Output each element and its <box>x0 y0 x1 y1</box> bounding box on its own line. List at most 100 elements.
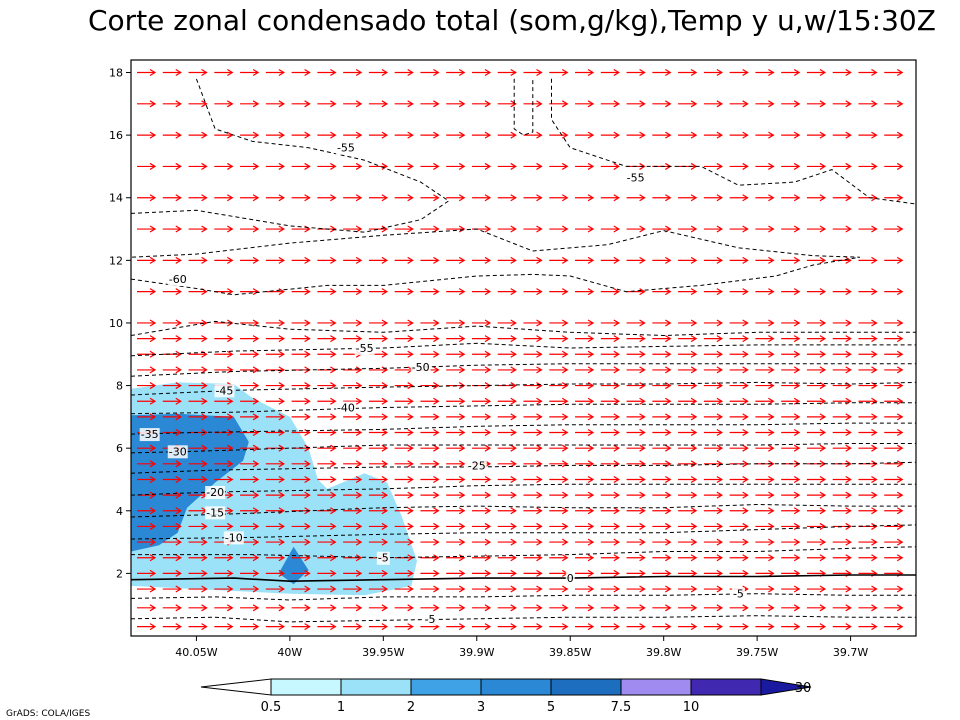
wind-vector <box>446 585 466 593</box>
wind-vector <box>806 444 827 452</box>
wind-vector <box>884 397 904 405</box>
wind-vector <box>343 288 363 296</box>
contour-line--15 <box>131 503 916 518</box>
wind-vector <box>806 491 827 499</box>
contour-line-0 <box>131 574 916 583</box>
wind-vector <box>626 335 646 343</box>
wind-vector <box>523 319 543 327</box>
wind-vector <box>317 585 337 593</box>
wind-vector <box>806 429 827 437</box>
wind-vector <box>549 569 569 577</box>
wind-vector <box>678 491 698 499</box>
wind-vector <box>884 522 904 530</box>
wind-vector <box>446 554 466 562</box>
wind-vector <box>678 413 698 421</box>
wind-vector <box>652 538 672 546</box>
wind-vector <box>188 194 208 202</box>
wind-vector <box>729 382 749 390</box>
wind-vector <box>549 585 569 593</box>
wind-vector <box>832 162 852 170</box>
wind-vector <box>497 319 517 327</box>
wind-vector <box>291 162 311 170</box>
wind-vector <box>729 335 749 343</box>
wind-vector <box>678 366 698 374</box>
wind-vector <box>523 162 543 170</box>
wind-vector <box>240 429 260 437</box>
wind-vector <box>240 382 260 390</box>
wind-vector <box>755 623 775 631</box>
wind-vector <box>575 507 595 515</box>
wind-vector <box>729 319 749 327</box>
wind-vector <box>806 194 827 202</box>
wind-vector <box>549 335 569 343</box>
wind-vector <box>858 256 878 264</box>
wind-vector <box>626 100 646 108</box>
wind-vector <box>188 604 208 612</box>
wind-vector <box>652 623 672 631</box>
y-tick-label: 4 <box>116 505 123 518</box>
wind-vector <box>497 507 517 515</box>
colorbar-swatch <box>550 678 622 696</box>
wind-vector <box>265 131 285 139</box>
wind-vector <box>317 554 337 562</box>
wind-vector <box>420 288 440 296</box>
wind-vector <box>343 162 363 170</box>
wind-vector <box>858 554 878 562</box>
wind-vector <box>523 413 543 421</box>
wind-vector <box>652 507 672 515</box>
wind-vector <box>806 475 827 483</box>
wind-vector <box>678 604 698 612</box>
wind-vector <box>549 623 569 631</box>
wind-vector <box>162 288 182 296</box>
wind-vector <box>523 538 543 546</box>
wind-vector <box>394 507 414 515</box>
wind-vector <box>600 604 620 612</box>
wind-vector <box>703 288 724 296</box>
wind-vector <box>137 538 157 546</box>
wind-vector <box>858 350 878 358</box>
wind-vector <box>626 319 646 327</box>
colorbar-label: 3 <box>477 700 485 715</box>
wind-vector <box>471 413 492 421</box>
wind-vector <box>678 319 698 327</box>
wind-vector <box>575 69 595 77</box>
wind-vector <box>549 413 569 421</box>
wind-vector <box>317 335 337 343</box>
wind-vector <box>240 69 260 77</box>
wind-vector <box>729 623 749 631</box>
shaded-field-layer <box>131 382 417 596</box>
wind-vector <box>471 194 492 202</box>
wind-vector <box>523 444 543 452</box>
wind-vector <box>240 131 260 139</box>
wind-vector <box>678 585 698 593</box>
contour-line--55 <box>513 78 534 136</box>
wind-vector <box>755 522 775 530</box>
credit-text: GrADS: COLA/IGES <box>6 709 90 719</box>
contour-label-bg <box>335 141 356 155</box>
wind-vector <box>523 522 543 530</box>
wind-vector <box>703 194 724 202</box>
wind-vector <box>884 319 904 327</box>
wind-vector <box>884 460 904 468</box>
wind-vector <box>755 429 775 437</box>
wind-vector <box>832 194 852 202</box>
wind-vector <box>188 100 208 108</box>
wind-vector <box>703 444 724 452</box>
wind-vector <box>343 319 363 327</box>
wind-vector <box>703 413 724 421</box>
wind-vector <box>240 623 260 631</box>
wind-vector <box>703 256 724 264</box>
wind-vector <box>317 623 337 631</box>
wind-vector <box>858 413 878 421</box>
wind-vector <box>781 100 801 108</box>
wind-vector <box>652 444 672 452</box>
wind-vector <box>368 100 389 108</box>
wind-vector <box>729 444 749 452</box>
wind-vector <box>832 538 852 546</box>
wind-vector <box>600 413 620 421</box>
wind-vector <box>497 69 517 77</box>
wind-vector <box>729 491 749 499</box>
wind-vector <box>497 350 517 358</box>
wind-vector <box>600 319 620 327</box>
colorbar-label: 30 <box>795 681 812 696</box>
